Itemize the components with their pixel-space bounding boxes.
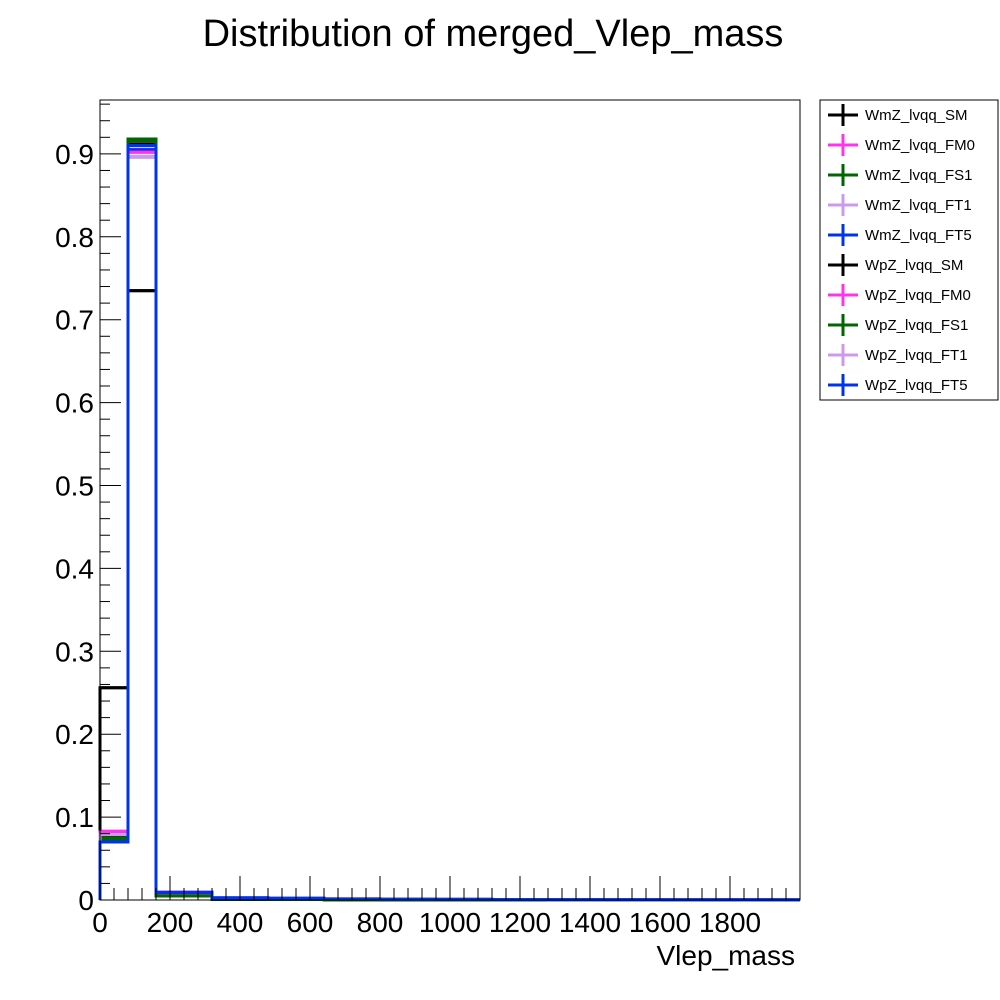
axes: 0 200 400 600 800 1000 1200 1400 1600 1800 0 0.1 0.2… xyxy=(55,103,787,938)
x-tick-label: 1200 xyxy=(489,907,551,938)
x-tick-label: 1600 xyxy=(629,907,691,938)
legend-box xyxy=(819,99,999,401)
legend-entry-WpZ_lvqq_FM0: WpZ_lvqq_FM0 xyxy=(828,284,971,306)
legend-label: WpZ_lvqq_FT5 xyxy=(865,377,968,394)
y-tick-label: 0.9 xyxy=(55,139,94,170)
legend-entry-WpZ_lvqq_FT1: WpZ_lvqq_FT1 xyxy=(828,344,968,366)
legend-entry-WmZ_lvqq_FS1: WmZ_lvqq_FS1 xyxy=(828,164,973,186)
legend-label: WpZ_lvqq_FS1 xyxy=(865,317,968,334)
legend-label: WmZ_lvqq_SM xyxy=(865,107,968,124)
y-tick-label: 0.8 xyxy=(55,222,94,253)
y-tick-label: 0.4 xyxy=(55,553,94,584)
legend-label: WpZ_lvqq_FT1 xyxy=(865,347,968,364)
y-tick-label: 0.3 xyxy=(55,636,94,667)
legend-entry-WpZ_lvqq_FT5: WpZ_lvqq_FT5 xyxy=(828,374,968,396)
x-tick-label: 800 xyxy=(357,907,404,938)
legend-entry-WmZ_lvqq_FT1: WmZ_lvqq_FT1 xyxy=(828,194,972,216)
x-tick-label: 400 xyxy=(217,907,264,938)
legend-entry-WmZ_lvqq_SM: WmZ_lvqq_SM xyxy=(828,104,968,126)
y-tick-label: 0.2 xyxy=(55,719,94,750)
legend: WmZ_lvqq_SM WmZ_lvqq_FM0 WmZ_lvqq_FS1 WmZ_l… xyxy=(819,99,999,401)
legend-label: WpZ_lvqq_FM0 xyxy=(865,287,971,304)
x-tick-label: 1800 xyxy=(699,907,761,938)
y-tick-label: 0.1 xyxy=(55,802,94,833)
legend-label: WmZ_lvqq_FS1 xyxy=(865,167,973,184)
legend-label: WpZ_lvqq_SM xyxy=(865,257,963,274)
legend-entry-WmZ_lvqq_FM0: WmZ_lvqq_FM0 xyxy=(828,134,975,156)
chart-title: Distribution of merged_Vlep_mass xyxy=(203,13,784,55)
y-tick-label: 0.6 xyxy=(55,388,94,419)
x-tick-label: 0 xyxy=(92,907,108,938)
legend-label: WmZ_lvqq_FM0 xyxy=(865,137,975,154)
y-tick-label: 0.5 xyxy=(55,470,94,501)
x-tick-label: 1400 xyxy=(559,907,621,938)
legend-label: WmZ_lvqq_FT1 xyxy=(865,197,972,214)
legend-entry-WpZ_lvqq_FS1: WpZ_lvqq_FS1 xyxy=(828,314,968,336)
y-tick-label: 0.7 xyxy=(55,305,94,336)
x-axis-label: Vlep_mass xyxy=(656,940,795,971)
legend-entry-WpZ_lvqq_SM: WpZ_lvqq_SM xyxy=(828,254,963,276)
x-tick-label: 600 xyxy=(287,907,334,938)
x-tick-label: 200 xyxy=(147,907,194,938)
y-tick-label: 0 xyxy=(78,885,94,916)
legend-entry-WmZ_lvqq_FT5: WmZ_lvqq_FT5 xyxy=(828,224,972,246)
x-tick-label: 1000 xyxy=(419,907,481,938)
legend-label: WmZ_lvqq_FT5 xyxy=(865,227,972,244)
